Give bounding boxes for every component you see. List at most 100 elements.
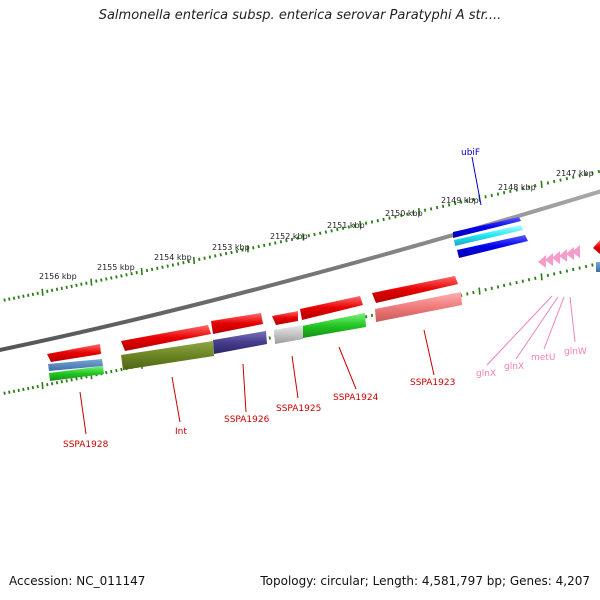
upper-minor-tick bbox=[546, 181, 550, 185]
upper-minor-tick bbox=[279, 240, 283, 244]
tick-label-2155: 2155 kbp bbox=[97, 263, 135, 272]
tick-label-2152: 2152 kbp bbox=[270, 232, 308, 241]
upper-minor-tick bbox=[70, 284, 73, 288]
SSPA1926-gene[interactable] bbox=[211, 313, 267, 354]
upper-minor-tick bbox=[313, 232, 316, 237]
upper-minor-tick bbox=[521, 186, 524, 191]
upper-major-tick bbox=[41, 288, 44, 296]
lower-minor-tick bbox=[50, 382, 54, 386]
gene-label-glnX-2: glnX bbox=[504, 362, 524, 372]
upper-minor-tick bbox=[135, 270, 138, 275]
lower-minor-tick bbox=[17, 388, 20, 393]
upper-minor-tick bbox=[100, 278, 103, 282]
lower-minor-tick bbox=[65, 379, 68, 383]
SSPA1923-gene[interactable] bbox=[372, 276, 462, 322]
upper-minor-tick bbox=[65, 285, 68, 289]
upper-minor-tick bbox=[75, 283, 78, 287]
tick-label-2149: 2149 kbp bbox=[441, 196, 479, 205]
tick-label-2151: 2151 kbp bbox=[327, 221, 365, 230]
lower-major-tick bbox=[540, 273, 543, 281]
tick-label-2153: 2153 kbp bbox=[212, 243, 250, 252]
upper-minor-tick bbox=[597, 169, 600, 174]
lower-minor-tick bbox=[12, 389, 16, 393]
upper-minor-tick bbox=[376, 219, 379, 223]
upper-minor-tick bbox=[50, 288, 54, 292]
SSPA1924-gene[interactable] bbox=[300, 296, 366, 338]
upper-major-tick bbox=[140, 268, 143, 276]
genome-summary-text: Topology: circular; Length: 4,581,797 bp… bbox=[260, 574, 590, 588]
upper-minor-tick bbox=[527, 185, 531, 189]
upper-minor-tick bbox=[412, 211, 415, 215]
lower-minor-tick bbox=[534, 276, 537, 280]
upper-minor-tick bbox=[307, 234, 311, 238]
upper-minor-tick bbox=[394, 215, 397, 219]
lower-minor-tick bbox=[60, 380, 63, 384]
lower-minor-tick bbox=[31, 385, 35, 390]
upper-minor-tick bbox=[145, 268, 149, 273]
upper-minor-tick bbox=[263, 243, 266, 248]
upper-minor-tick bbox=[324, 230, 328, 234]
lower-minor-tick bbox=[521, 279, 524, 283]
upper-major-tick bbox=[90, 278, 93, 286]
upper-minor-tick bbox=[502, 191, 506, 195]
gene-label-SSPA1926: SSPA1926 bbox=[224, 415, 270, 425]
tick-label-2150: 2150 kbp bbox=[385, 209, 423, 218]
upper-minor-tick bbox=[274, 241, 277, 245]
upper-minor-tick bbox=[296, 236, 299, 240]
upper-minor-tick bbox=[347, 225, 350, 229]
lower-minor-tick bbox=[268, 336, 271, 340]
ubiF-gene[interactable] bbox=[453, 217, 528, 258]
SSPA1925-leader bbox=[291, 355, 299, 399]
upper-minor-tick bbox=[382, 217, 385, 222]
upper-minor-tick bbox=[336, 227, 339, 232]
upper-minor-tick bbox=[177, 262, 180, 266]
lower-minor-tick bbox=[46, 383, 49, 387]
upper-minor-tick bbox=[388, 216, 391, 220]
lower-minor-tick bbox=[565, 269, 569, 273]
genome-backbone bbox=[0, 189, 600, 352]
lower-minor-tick bbox=[110, 369, 113, 374]
upper-minor-tick bbox=[46, 289, 49, 293]
upper-major-tick bbox=[192, 256, 196, 265]
accession-text: Accession: NC_011147 bbox=[9, 574, 146, 588]
upper-minor-tick bbox=[572, 175, 575, 179]
lower-minor-tick bbox=[105, 370, 108, 375]
upper-minor-tick bbox=[110, 276, 113, 280]
lower-minor-tick bbox=[8, 390, 11, 394]
upper-minor-tick bbox=[257, 244, 260, 249]
upper-tick-row bbox=[3, 169, 600, 302]
upper-major-tick bbox=[418, 208, 421, 216]
lower-minor-tick bbox=[572, 267, 575, 272]
upper-minor-tick bbox=[559, 178, 562, 182]
upper-minor-tick bbox=[224, 251, 228, 256]
gene-label-SSPA1923: SSPA1923 bbox=[410, 378, 455, 388]
upper-minor-tick bbox=[515, 188, 518, 192]
upper-minor-tick bbox=[241, 248, 244, 252]
lower-minor-tick bbox=[559, 270, 562, 275]
upper-minor-tick bbox=[490, 193, 493, 198]
upper-minor-tick bbox=[166, 264, 169, 268]
upper-minor-tick bbox=[198, 257, 201, 261]
right-edge-gene[interactable] bbox=[593, 240, 600, 272]
upper-major-tick bbox=[302, 233, 305, 241]
upper-minor-tick bbox=[150, 267, 154, 272]
lower-minor-tick bbox=[472, 290, 475, 295]
Int-gene[interactable] bbox=[121, 325, 214, 370]
upper-minor-tick bbox=[36, 291, 39, 295]
upper-minor-tick bbox=[60, 286, 63, 290]
upper-major-tick bbox=[359, 220, 362, 229]
metU-leader bbox=[543, 296, 565, 350]
upper-minor-tick bbox=[584, 172, 588, 176]
SSPA1928-gene[interactable] bbox=[47, 344, 104, 381]
upper-minor-tick bbox=[454, 201, 457, 206]
Int-leader bbox=[171, 376, 181, 423]
upper-minor-tick bbox=[252, 246, 255, 250]
upper-minor-tick bbox=[578, 174, 581, 178]
upper-minor-tick bbox=[268, 242, 271, 246]
upper-minor-tick bbox=[429, 207, 433, 211]
SSPA1925-gene[interactable] bbox=[272, 311, 303, 344]
trna-cluster[interactable] bbox=[538, 245, 580, 268]
upper-minor-tick bbox=[156, 266, 159, 270]
upper-minor-tick bbox=[171, 263, 175, 267]
